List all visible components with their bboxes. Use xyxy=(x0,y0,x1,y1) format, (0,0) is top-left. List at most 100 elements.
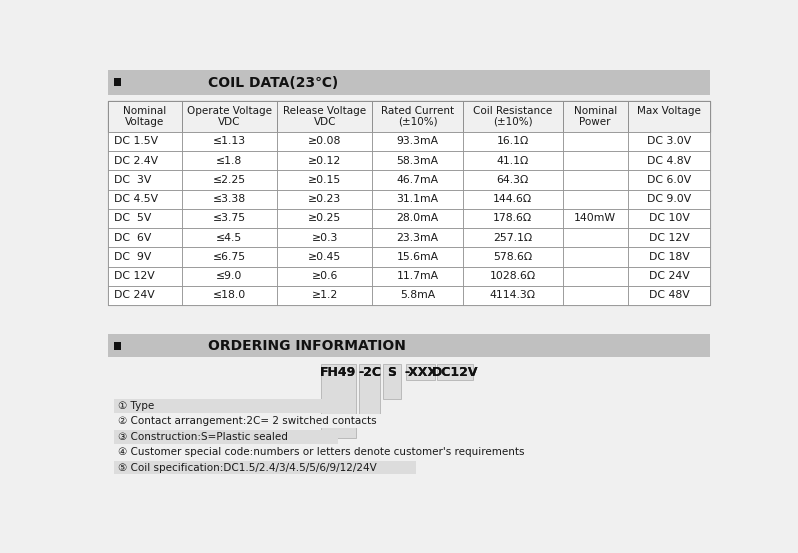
Text: DC 24V: DC 24V xyxy=(649,271,689,281)
Bar xyxy=(113,445,516,459)
Text: DC 24V: DC 24V xyxy=(113,290,155,300)
Bar xyxy=(627,151,710,170)
Text: Operate Voltage: Operate Voltage xyxy=(187,106,272,116)
Text: 93.3mA: 93.3mA xyxy=(397,137,439,147)
Text: ≥0.15: ≥0.15 xyxy=(308,175,342,185)
Bar xyxy=(108,151,182,170)
Text: DC 18V: DC 18V xyxy=(649,252,689,262)
Bar xyxy=(373,286,463,305)
Text: 16.1Ω: 16.1Ω xyxy=(496,137,529,147)
Bar xyxy=(463,247,563,267)
Text: 4114.3Ω: 4114.3Ω xyxy=(490,290,535,300)
Text: ≥0.12: ≥0.12 xyxy=(308,156,342,166)
Bar xyxy=(108,267,182,286)
Bar xyxy=(182,151,277,170)
Bar xyxy=(182,228,277,247)
Bar xyxy=(563,286,627,305)
Bar xyxy=(182,247,277,267)
Bar xyxy=(627,170,710,190)
Bar xyxy=(182,209,277,228)
Text: ≥0.25: ≥0.25 xyxy=(308,213,342,223)
Text: DC12V: DC12V xyxy=(432,366,478,379)
Bar xyxy=(108,101,182,132)
Text: DC12V: DC12V xyxy=(432,366,478,379)
Bar xyxy=(627,209,710,228)
Text: ≥0.6: ≥0.6 xyxy=(311,271,338,281)
Bar xyxy=(277,170,373,190)
Bar xyxy=(563,190,627,209)
Bar xyxy=(108,190,710,209)
Bar xyxy=(563,151,627,170)
Text: DC 2.4V: DC 2.4V xyxy=(113,156,158,166)
Text: -XXX: -XXX xyxy=(404,366,437,379)
Text: VDC: VDC xyxy=(314,117,336,127)
Bar xyxy=(463,190,563,209)
Text: ≤2.25: ≤2.25 xyxy=(213,175,246,185)
Bar xyxy=(382,364,401,399)
Text: 144.6Ω: 144.6Ω xyxy=(493,194,532,204)
Text: 1028.6Ω: 1028.6Ω xyxy=(490,271,536,281)
Text: 41.1Ω: 41.1Ω xyxy=(496,156,529,166)
Bar xyxy=(627,132,710,151)
Text: (±10%): (±10%) xyxy=(493,117,532,127)
Text: ≤3.75: ≤3.75 xyxy=(213,213,246,223)
Text: 140mW: 140mW xyxy=(574,213,616,223)
Text: ≤3.38: ≤3.38 xyxy=(213,194,246,204)
Text: 5.8mA: 5.8mA xyxy=(400,290,435,300)
Bar xyxy=(108,101,710,305)
Text: DC  9V: DC 9V xyxy=(113,252,151,262)
Text: ⑤ Coil specification:DC1.5/2.4/3/4.5/5/6/9/12/24V: ⑤ Coil specification:DC1.5/2.4/3/4.5/5/6… xyxy=(118,462,377,472)
Text: ≥0.3: ≥0.3 xyxy=(311,233,338,243)
Bar xyxy=(113,342,121,349)
Bar xyxy=(373,101,463,132)
Bar xyxy=(108,286,710,305)
Text: Rated Current: Rated Current xyxy=(381,106,454,116)
Bar xyxy=(373,132,463,151)
Bar xyxy=(373,190,463,209)
Bar xyxy=(108,170,710,190)
Bar xyxy=(627,101,710,132)
Bar xyxy=(108,209,710,228)
Text: ≥0.08: ≥0.08 xyxy=(308,137,342,147)
Bar xyxy=(563,101,627,132)
Text: Voltage: Voltage xyxy=(125,117,164,127)
Bar xyxy=(563,247,627,267)
Bar xyxy=(627,228,710,247)
Text: ≤4.5: ≤4.5 xyxy=(216,233,243,243)
Bar xyxy=(277,286,373,305)
Bar xyxy=(113,461,416,474)
Text: 178.6Ω: 178.6Ω xyxy=(493,213,532,223)
Text: 257.1Ω: 257.1Ω xyxy=(493,233,532,243)
Text: DC 12V: DC 12V xyxy=(649,233,689,243)
Bar xyxy=(113,399,338,413)
Text: ≤6.75: ≤6.75 xyxy=(213,252,246,262)
Bar xyxy=(463,209,563,228)
Bar xyxy=(463,101,563,132)
Bar xyxy=(463,151,563,170)
Bar xyxy=(277,132,373,151)
Bar xyxy=(108,70,710,95)
Bar xyxy=(627,190,710,209)
Text: ORDERING INFORMATION: ORDERING INFORMATION xyxy=(208,339,406,353)
Text: Nominal: Nominal xyxy=(574,106,617,116)
Text: DC 12V: DC 12V xyxy=(113,271,155,281)
Bar xyxy=(406,364,436,380)
Bar xyxy=(563,267,627,286)
Bar xyxy=(277,228,373,247)
Bar xyxy=(373,228,463,247)
Bar xyxy=(113,414,416,428)
Text: Coil Resistance: Coil Resistance xyxy=(473,106,552,116)
Text: 578.6Ω: 578.6Ω xyxy=(493,252,532,262)
Text: VDC: VDC xyxy=(218,117,241,127)
Bar xyxy=(113,78,121,86)
Bar xyxy=(182,132,277,151)
Text: ② Contact arrangement:2C= 2 switched contacts: ② Contact arrangement:2C= 2 switched con… xyxy=(118,416,377,426)
Text: FH49: FH49 xyxy=(320,366,357,379)
Text: ≥0.23: ≥0.23 xyxy=(308,194,342,204)
Text: 58.3mA: 58.3mA xyxy=(397,156,439,166)
Text: 64.3Ω: 64.3Ω xyxy=(496,175,529,185)
Bar xyxy=(563,170,627,190)
Bar xyxy=(563,132,627,151)
Text: DC 4.5V: DC 4.5V xyxy=(113,194,158,204)
Bar xyxy=(373,170,463,190)
